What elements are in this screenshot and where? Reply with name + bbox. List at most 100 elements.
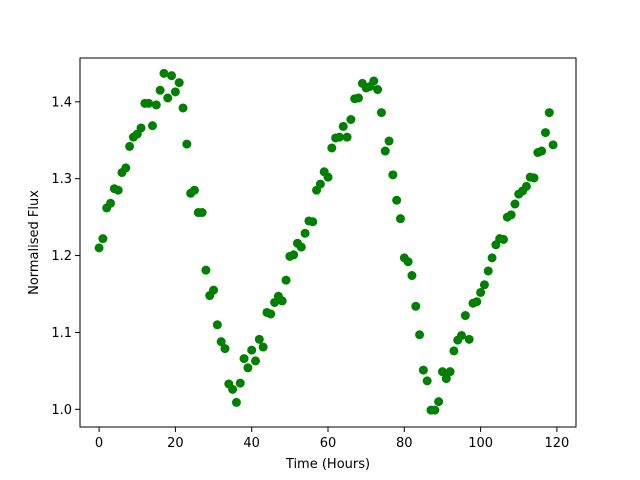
data-point — [548, 140, 558, 150]
x-tick-label: 120 — [545, 436, 570, 451]
data-point — [376, 108, 386, 118]
data-point — [529, 173, 539, 183]
data-point — [403, 257, 413, 267]
data-point — [323, 172, 333, 182]
data-point — [106, 198, 116, 208]
data-point — [216, 337, 226, 347]
data-point — [251, 356, 261, 366]
data-point — [159, 68, 169, 78]
data-point — [239, 354, 249, 364]
data-point — [163, 93, 173, 103]
data-point — [167, 71, 177, 81]
data-point — [151, 100, 161, 110]
data-point — [277, 296, 287, 306]
data-point — [201, 265, 211, 275]
data-point — [189, 185, 199, 195]
x-tick-label: 100 — [468, 436, 493, 451]
data-point — [243, 363, 253, 373]
y-tick-label: 1.0 — [51, 403, 72, 418]
data-point — [346, 115, 356, 124]
data-point — [499, 234, 509, 244]
data-point — [170, 87, 180, 97]
data-point — [418, 365, 428, 375]
data-point — [411, 301, 421, 311]
data-point — [510, 199, 520, 209]
y-tick-label: 1.1 — [51, 326, 72, 341]
data-point — [506, 210, 516, 220]
data-point — [384, 136, 394, 146]
data-point — [94, 243, 104, 253]
data-point — [449, 346, 459, 356]
data-point — [231, 397, 241, 407]
data-point — [296, 242, 306, 252]
data-point — [144, 98, 154, 108]
data-point — [235, 378, 245, 388]
x-tick-label: 20 — [167, 436, 184, 451]
data-point — [430, 405, 440, 415]
data-point — [281, 275, 291, 285]
data-point — [415, 330, 425, 340]
data-point — [342, 132, 352, 142]
data-point — [125, 141, 135, 151]
y-tick-label: 1.3 — [51, 172, 72, 187]
data-point — [228, 384, 238, 394]
data-point — [266, 309, 276, 319]
x-tick-label: 40 — [243, 436, 260, 451]
data-point — [327, 143, 337, 153]
data-point — [441, 374, 451, 384]
y-axis-label: Normalised Flux — [27, 190, 42, 295]
x-tick-label: 0 — [95, 436, 103, 451]
data-point — [445, 367, 455, 377]
data-point — [460, 311, 470, 321]
data-point — [544, 108, 554, 118]
data-point — [155, 85, 165, 95]
data-point — [388, 170, 398, 180]
x-axis-ticks: 0 20 40 60 80 100 120 — [95, 427, 569, 451]
data-point — [338, 121, 348, 131]
data-point — [392, 195, 402, 205]
y-axis-ticks: 1.0 1.1 1.2 1.3 1.4 — [51, 95, 80, 418]
data-point — [121, 163, 131, 173]
y-tick-label: 1.4 — [51, 95, 72, 110]
data-point — [487, 253, 497, 263]
data-point — [247, 345, 257, 355]
data-point — [369, 76, 379, 86]
data-point — [254, 334, 264, 344]
x-tick-label: 60 — [320, 436, 337, 451]
data-point — [209, 285, 219, 295]
data-point — [308, 217, 318, 227]
data-point — [113, 185, 123, 195]
x-axis-label: Time (Hours) — [285, 457, 370, 472]
data-point — [212, 320, 222, 330]
data-point — [422, 376, 432, 386]
data-point — [483, 266, 493, 276]
data-point — [395, 214, 405, 224]
data-point — [373, 85, 383, 95]
data-markers — [94, 68, 558, 415]
data-point — [476, 287, 486, 297]
x-tick-label: 80 — [396, 436, 413, 451]
data-point — [178, 103, 188, 113]
data-point — [464, 334, 474, 344]
data-point — [289, 250, 299, 260]
data-point — [315, 179, 325, 189]
data-point — [98, 234, 108, 244]
data-point — [354, 93, 364, 103]
data-point — [540, 128, 550, 138]
data-point — [437, 367, 447, 377]
data-point — [197, 208, 207, 218]
data-point — [182, 139, 192, 149]
y-tick-label: 1.2 — [51, 249, 72, 264]
data-point — [472, 297, 482, 307]
data-point — [434, 397, 444, 407]
data-point — [521, 181, 531, 191]
data-point — [479, 280, 489, 290]
data-point — [136, 123, 146, 133]
data-point — [300, 228, 310, 238]
data-point — [537, 146, 547, 156]
data-point — [380, 146, 390, 156]
data-point — [407, 271, 417, 281]
data-point — [147, 121, 157, 131]
